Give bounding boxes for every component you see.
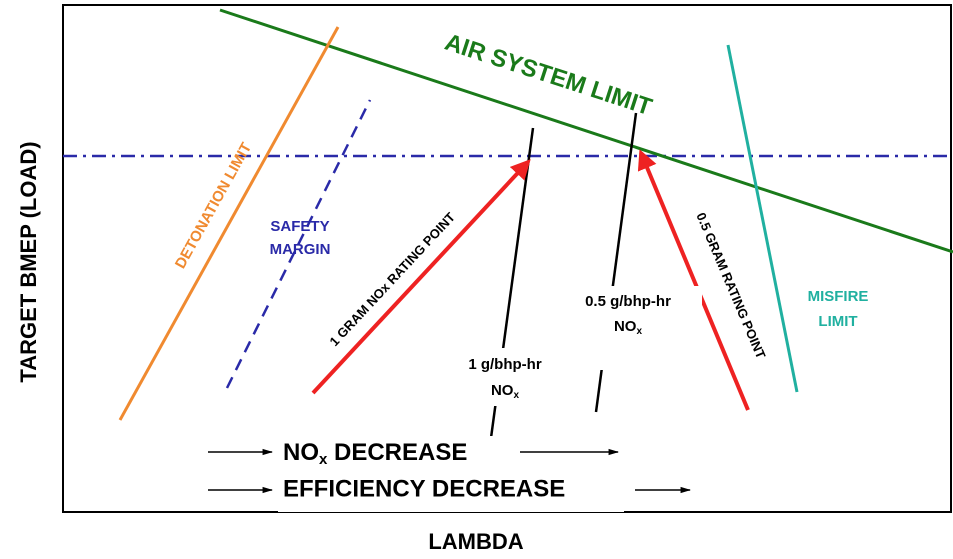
rating-arrow-05	[637, 149, 750, 411]
misfire-line	[726, 44, 799, 393]
rating-05-label: 0.5 GRAM RATING POINT	[693, 210, 768, 361]
subscript: x	[319, 451, 328, 468]
nox-1-rate: 1 g/bhp-hr	[468, 356, 541, 373]
air-system-line	[219, 8, 953, 254]
x-axis-label: LAMBDA	[428, 529, 523, 554]
trend-nox: NOx DECREASE	[283, 439, 467, 468]
safety-label: MARGIN	[270, 241, 331, 258]
species: NO	[491, 382, 514, 399]
frame	[62, 4, 952, 513]
safety-label: SAFETY	[270, 218, 329, 235]
nox-05-rate: 0.5 g/bhp-hr	[585, 293, 671, 310]
y-axis-label: TARGET BMEP (LOAD)	[16, 141, 41, 382]
subscript: x	[513, 390, 519, 401]
label-bg	[446, 348, 562, 406]
misfire-label: LIMIT	[818, 313, 857, 330]
nox-1-species: NOx	[491, 382, 520, 401]
nox-1-line	[486, 127, 535, 461]
trend-text: DECREASE	[327, 439, 467, 466]
safety-margin-line	[225, 99, 372, 389]
misfire-label: MISFIRE	[808, 288, 869, 305]
species: NO	[614, 318, 637, 335]
air-system-label: AIR SYSTEM LIMIT	[441, 29, 655, 122]
nox-05-species: NOx	[614, 318, 643, 337]
species: NO	[283, 439, 319, 466]
rating-arrow-1	[311, 159, 531, 395]
label-bg	[556, 286, 702, 370]
subscript: x	[636, 326, 642, 337]
label-bg	[278, 436, 624, 512]
rating-1-label: 1 GRAM NOx RATING POINT	[326, 209, 458, 349]
detonation-line	[118, 26, 340, 421]
trend-efficiency: EFFICIENCY DECREASE	[283, 475, 565, 502]
